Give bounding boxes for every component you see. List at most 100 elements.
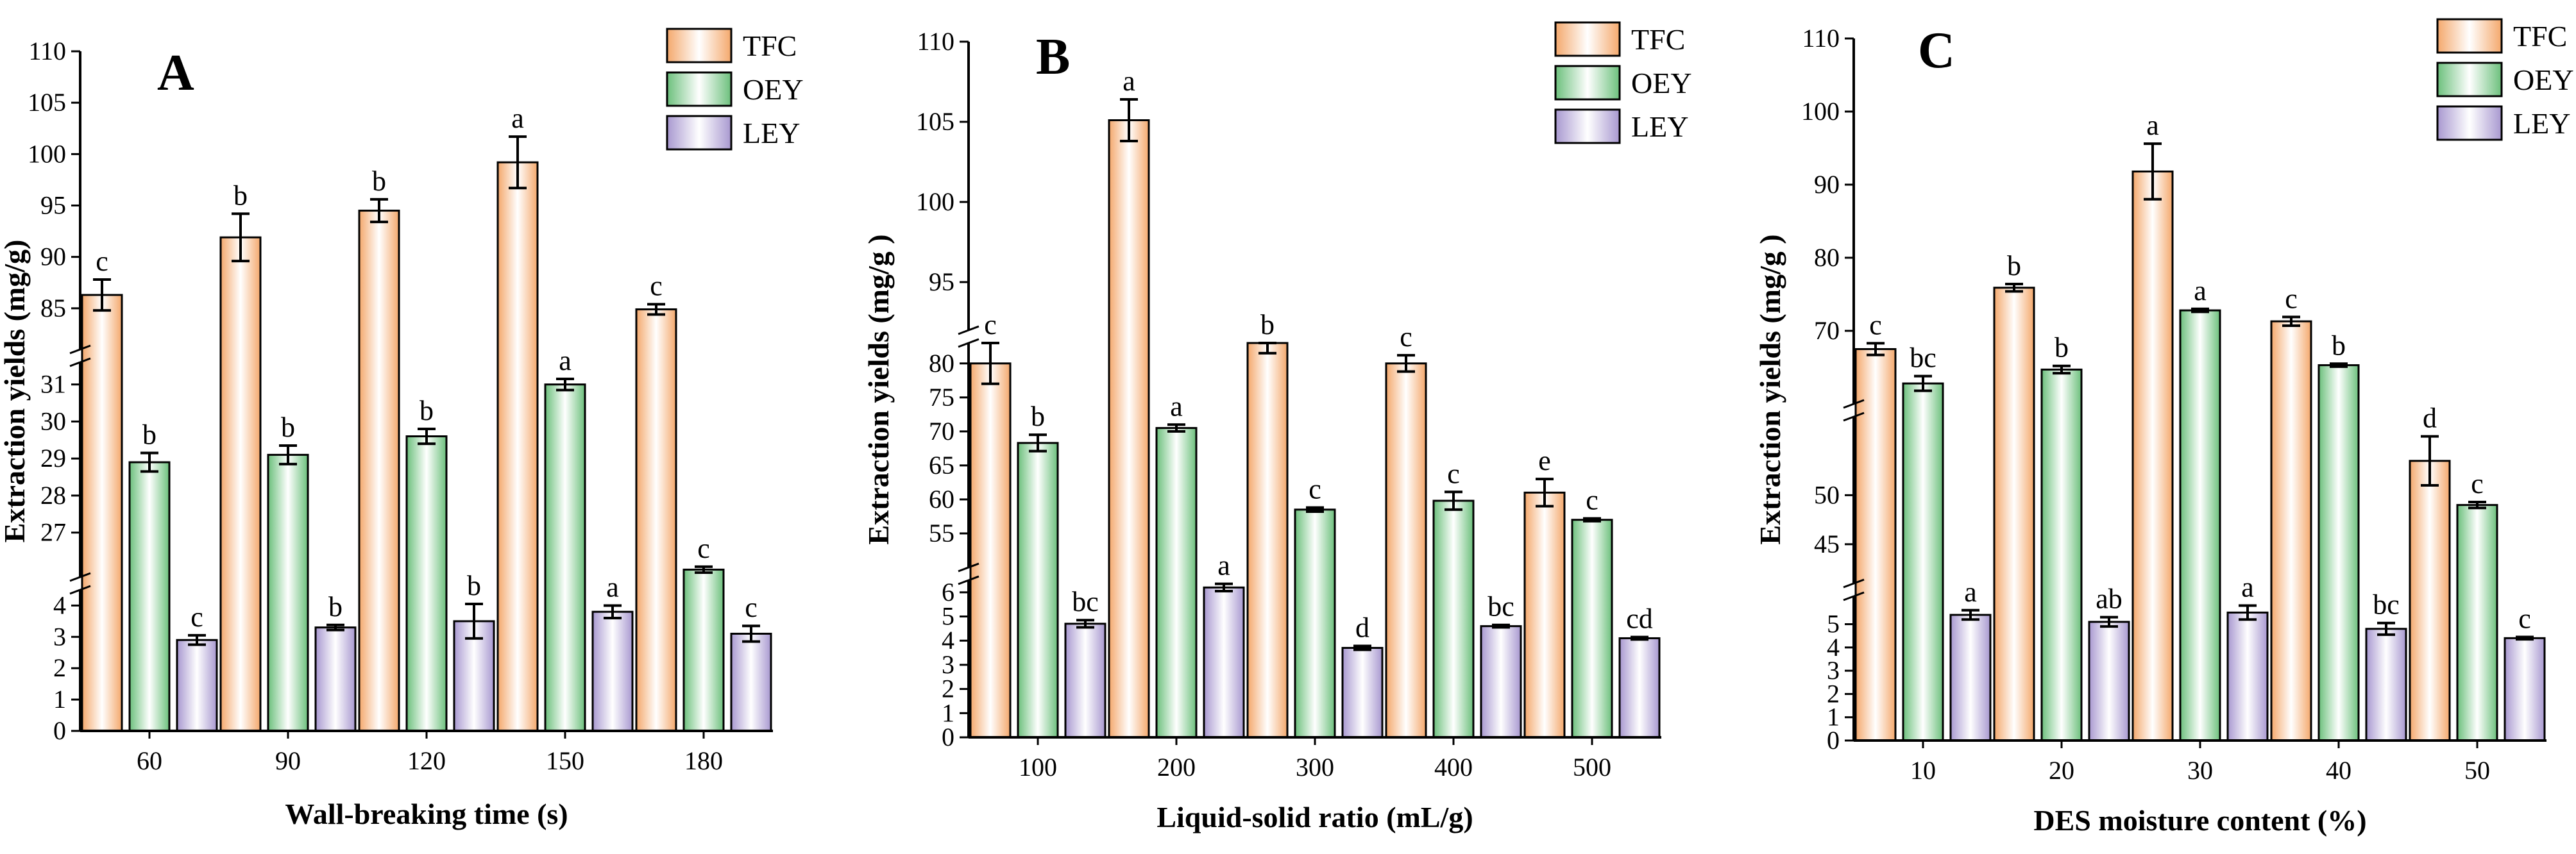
- y-tick-label: 5: [1827, 610, 1840, 639]
- axis-break-mark: [69, 572, 91, 582]
- legend-swatch-ley: [1554, 108, 1621, 144]
- x-tick-label: 90: [275, 746, 301, 775]
- y-tick-label: 110: [28, 37, 66, 65]
- significance-label: c: [1869, 309, 1882, 340]
- significance-label: a: [2146, 110, 2159, 141]
- panel-letter: A: [157, 45, 194, 101]
- x-axis-title: Liquid-solid ratio (mL/g): [1157, 801, 1473, 833]
- significance-label: b: [372, 165, 386, 197]
- x-tick-label: 120: [407, 746, 446, 775]
- axis-break-mark: [958, 325, 979, 335]
- significance-label: b: [2007, 250, 2021, 281]
- significance-label: a: [2194, 275, 2207, 306]
- axis-break-mark: [69, 585, 91, 595]
- y-tick-label: 75: [929, 383, 954, 412]
- significance-label: c: [984, 309, 997, 340]
- bar-ley-100: [1064, 623, 1106, 739]
- bar-ley-300: [1341, 647, 1384, 739]
- y-tick-label: 80: [929, 349, 954, 378]
- y-tick-label: 3: [942, 650, 954, 679]
- axis-break-mark: [69, 357, 91, 367]
- y-tick-label: 1: [1827, 703, 1840, 732]
- legend-label-ley: LEY: [1631, 110, 1688, 143]
- significance-label: ab: [2096, 583, 2123, 615]
- x-tick-label: 150: [546, 746, 584, 775]
- significance-label: b: [328, 591, 343, 623]
- significance-label: a: [606, 571, 619, 603]
- x-tick-label: 10: [1910, 756, 1936, 785]
- bar-oey-10: [1902, 382, 1944, 742]
- significance-label: bc: [2373, 589, 2400, 621]
- axis-break-mark: [958, 562, 979, 573]
- y-axis-title: Extraction yields (mg/g ): [1754, 234, 1786, 544]
- significance-label: c: [2471, 468, 2484, 499]
- significance-label: c: [2518, 603, 2531, 635]
- significance-label: b: [2332, 330, 2346, 361]
- bar-oey-300: [1294, 508, 1336, 739]
- legend-label-tfc: TFC: [743, 29, 797, 62]
- legend-swatch-tfc: [1554, 21, 1621, 57]
- y-tick-label: 3: [1827, 656, 1840, 685]
- bar-ley-50: [2504, 637, 2546, 742]
- bar-oey-500: [1571, 519, 1613, 739]
- bar-tfc-100: [969, 362, 1012, 739]
- bar-oey-200: [1155, 427, 1198, 739]
- y-tick-label: 0: [53, 716, 66, 745]
- y-tick-label: 100: [1801, 97, 1840, 126]
- bar-tfc-180: [635, 308, 677, 732]
- y-tick-label: 110: [1802, 24, 1840, 53]
- y-tick-label: 100: [916, 187, 954, 216]
- legend-label-ley: LEY: [743, 117, 800, 149]
- y-tick-label: 2: [53, 653, 66, 682]
- significance-label: c: [1447, 458, 1460, 489]
- y-tick-label: 28: [40, 481, 66, 510]
- x-tick-label: 180: [684, 746, 723, 775]
- bar-tfc-90: [219, 236, 262, 732]
- significance-label: c: [1309, 474, 1321, 505]
- y-tick-label: 95: [929, 267, 954, 296]
- y-tick-label: 65: [929, 451, 954, 480]
- significance-label: a: [1217, 550, 1230, 582]
- bar-ley-60: [176, 639, 218, 732]
- y-tick-label: 0: [942, 723, 954, 751]
- legend-label-ley: LEY: [2513, 107, 2570, 140]
- significance-label: a: [559, 345, 572, 376]
- axis-break-mark: [1843, 578, 1865, 589]
- significance-label: cd: [1626, 603, 1653, 635]
- bar-tfc-50: [2409, 460, 2451, 742]
- bar-oey-20: [2040, 368, 2083, 742]
- bar-ley-400: [1480, 625, 1522, 739]
- bar-oey-40: [2318, 364, 2360, 742]
- panel-letter: B: [1036, 29, 1070, 85]
- significance-label: b: [233, 180, 248, 211]
- legend-swatch-oey: [1554, 65, 1621, 101]
- y-tick-label: 55: [929, 519, 954, 548]
- x-tick-label: 500: [1573, 753, 1611, 782]
- x-tick-label: 100: [1019, 753, 1057, 782]
- significance-label: b: [1031, 401, 1045, 432]
- y-tick-label: 95: [40, 191, 66, 220]
- bar-oey-100: [1017, 442, 1059, 739]
- bar-tfc-120: [358, 210, 400, 732]
- bar-ley-20: [2088, 621, 2130, 742]
- x-axis-title: Wall-breaking time (s): [285, 798, 568, 830]
- y-tick-label: 27: [40, 518, 66, 547]
- significance-label: c: [191, 601, 203, 633]
- significance-label: a: [2241, 572, 2254, 603]
- axis-break-mark: [1843, 399, 1865, 409]
- significance-label: b: [2055, 332, 2069, 364]
- bar-tfc-30: [2131, 170, 2174, 742]
- y-tick-label: 2: [942, 674, 954, 703]
- significance-label: b: [1260, 309, 1275, 340]
- significance-label: d: [2423, 403, 2437, 434]
- axis-break-mark: [1843, 412, 1865, 422]
- y-tick-label: 4: [1827, 633, 1840, 662]
- significance-label: c: [96, 246, 108, 277]
- bar-oey-90: [267, 453, 309, 732]
- y-tick-label: 6: [942, 578, 954, 607]
- y-tick-label: 45: [1814, 530, 1840, 558]
- y-tick-label: 70: [929, 417, 954, 446]
- y-tick-label: 100: [28, 139, 66, 168]
